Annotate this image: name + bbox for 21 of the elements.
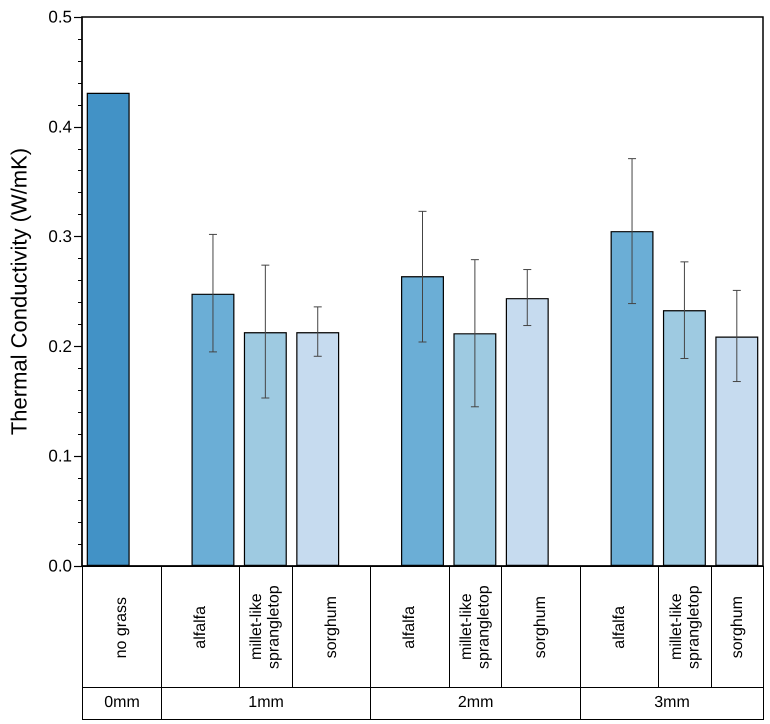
y-tick-label: 0.1 [48, 446, 72, 466]
y-tick-label: 0.0 [48, 556, 72, 576]
x-tick-label: alfalfa [610, 606, 628, 649]
y-tick-label: 0.3 [48, 227, 72, 246]
x-tick-label: alfalfa [192, 606, 210, 649]
x-tick-label: sorghum [532, 596, 550, 658]
x-tick-label: millet-like sprangletop [668, 584, 703, 672]
x-tick-label: millet-like sprangletop [248, 584, 284, 672]
text: 0mm [82, 687, 162, 720]
y-tick-label: 0.5 [48, 8, 72, 26]
text: 2mm [370, 687, 582, 720]
x-tick-label: alfalfa [401, 606, 419, 649]
x-tick-label: millet-like sprangletop [458, 584, 494, 672]
x-tick-label: sorghum [728, 596, 746, 658]
text: 1mm [160, 687, 372, 720]
x-tick-label: sorghum [322, 596, 340, 658]
y-tick-label: 0.4 [48, 117, 72, 136]
text: 3mm [580, 687, 764, 720]
y-axis-title: Thermal Conductivity (W/mK) [6, 148, 32, 436]
y-tick-label: 0.2 [48, 336, 72, 356]
x-tick-label: no grass [113, 596, 131, 658]
